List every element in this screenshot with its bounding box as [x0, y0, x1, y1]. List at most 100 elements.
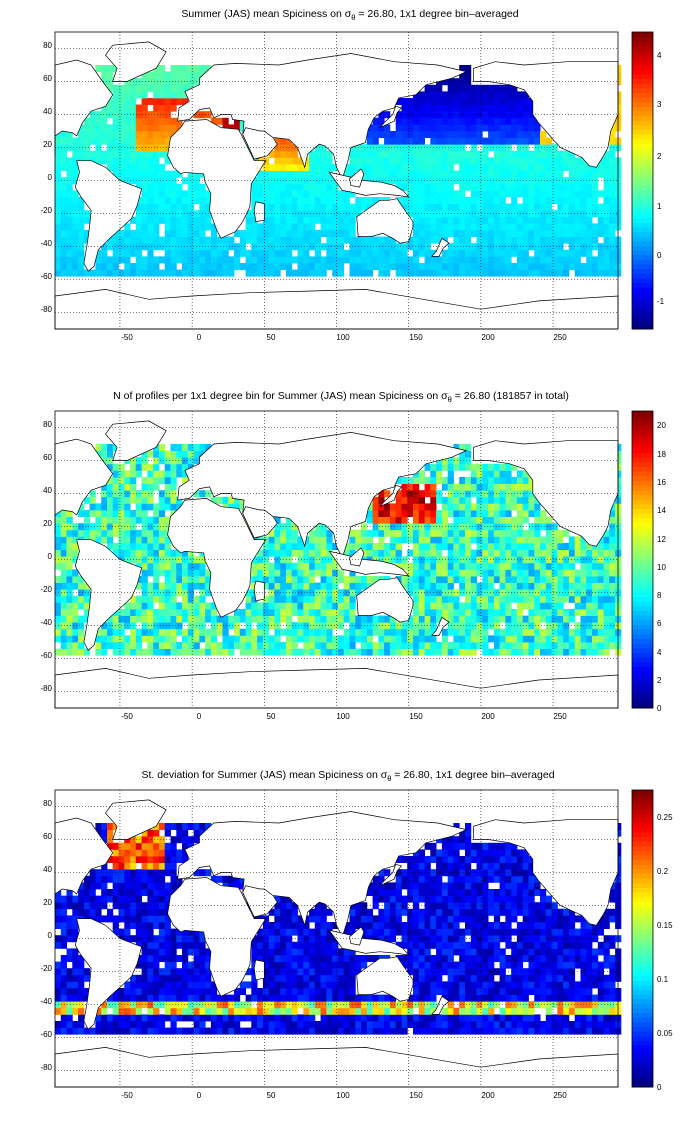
y-axis-count: 80 60 40 20 0 -20 -40 -60 -80: [40, 420, 52, 693]
continent-outline: [356, 577, 414, 623]
y-tick-label: -80: [40, 305, 52, 314]
continent-outline: [431, 995, 450, 1015]
map-area-mean: [54, 31, 622, 330]
y-tick-label: -60: [40, 1030, 52, 1039]
continent-outline: [242, 885, 278, 918]
x-tick-label: 100: [336, 1091, 350, 1100]
continent-outline: [105, 41, 167, 82]
y-tick-label: -20: [40, 964, 52, 973]
continent-outline: [253, 201, 265, 223]
panel-count: N of profiles per 1x1 degree bin for Sum…: [40, 390, 666, 721]
colorbar-std: 0 0.05 0.1 0.15 0.2 0.25: [631, 789, 673, 1092]
continent-outline: [379, 484, 403, 508]
continent-outline: [242, 506, 278, 539]
colorbar-gradient-std: [632, 790, 653, 1088]
colorbar-tick-label: 10: [657, 563, 666, 572]
colorbar-tick-label: 14: [657, 506, 666, 515]
map-area-count: [54, 410, 622, 709]
x-tick-label: 0: [197, 1091, 202, 1100]
x-tick-label: 50: [267, 333, 276, 342]
colorbar-tick-label: -1: [657, 297, 665, 306]
continent-outline: [105, 420, 167, 461]
colorbar-tick-label: 0: [657, 251, 662, 260]
y-tick-label: 40: [43, 865, 52, 874]
continent-outline: [356, 198, 414, 244]
colorbar-frame-count: [631, 410, 654, 709]
continent-outline: [54, 438, 114, 535]
panel-title-count: N of profiles per 1x1 degree bin for Sum…: [113, 390, 569, 404]
colorbar-mean: -1 0 1 2 3 4: [631, 31, 665, 330]
x-axis-mean: -50 0 50 100 150 200 250: [121, 333, 567, 342]
colorbar-tick-label: 0: [657, 1083, 662, 1092]
colorbar-tick-label: 8: [657, 591, 662, 600]
y-tick-label: 60: [43, 832, 52, 841]
x-axis-std: -50 0 50 100 150 200 250: [121, 1091, 567, 1100]
colorbar-tick-label: 0.15: [657, 921, 673, 930]
map-frame-mean: [54, 31, 619, 330]
gridlines-count: [55, 411, 618, 708]
colorbar-tick-label: 20: [657, 421, 666, 430]
colorbar-tick-label: 0.25: [657, 813, 673, 822]
colorbar-tick-label: 18: [657, 450, 666, 459]
x-tick-label: 150: [409, 1091, 423, 1100]
y-tick-label: -60: [40, 272, 52, 281]
colorbar-tick-label: 3: [657, 100, 662, 109]
x-tick-label: 0: [197, 333, 202, 342]
continent-outline: [431, 237, 450, 257]
colorbar-gradient-count: [632, 411, 653, 709]
x-tick-label: -50: [121, 333, 133, 342]
y-tick-label: 0: [48, 552, 53, 561]
colorbar-tick-label: 0: [657, 704, 662, 713]
colorbar-tick-label: 4: [657, 648, 662, 657]
continent-outline: [74, 160, 143, 272]
y-tick-label: 20: [43, 898, 52, 907]
x-tick-label: 250: [553, 333, 567, 342]
gridlines-mean: [55, 32, 618, 329]
y-tick-label: -20: [40, 585, 52, 594]
continent-outline: [253, 580, 265, 602]
y-tick-label: -80: [40, 684, 52, 693]
x-axis-count: -50 0 50 100 150 200 250: [121, 712, 567, 721]
x-tick-label: 100: [336, 712, 350, 721]
x-tick-label: 0: [197, 712, 202, 721]
colorbar-tick-label: 12: [657, 535, 666, 544]
x-tick-label: 200: [481, 712, 495, 721]
y-tick-label: 60: [43, 453, 52, 462]
x-tick-label: 50: [267, 712, 276, 721]
y-tick-label: 40: [43, 486, 52, 495]
x-tick-label: 50: [267, 1091, 276, 1100]
y-axis-mean: 80 60 40 20 0 -20 -40 -60 -80: [40, 41, 52, 314]
y-tick-label: -20: [40, 206, 52, 215]
x-tick-label: 250: [553, 1091, 567, 1100]
x-tick-label: 100: [336, 333, 350, 342]
colorbar-tick-label: 0.1: [657, 975, 669, 984]
x-tick-label: 200: [481, 333, 495, 342]
field-mean: [55, 65, 622, 277]
colorbar-tick-label: 4: [657, 51, 662, 60]
map-frame-count: [54, 410, 619, 709]
gridlines-std: [55, 790, 618, 1087]
panel-mean: Summer (JAS) mean Spiciness on σθ = 26.8…: [40, 8, 664, 342]
y-tick-label: -40: [40, 239, 52, 248]
colorbar-frame-std: [631, 789, 654, 1088]
y-tick-label: 20: [43, 140, 52, 149]
continent-outline: [105, 799, 167, 840]
continent-outline: [379, 105, 403, 129]
continent-outline: [473, 61, 619, 168]
continent-outline: [473, 819, 619, 926]
panel-title-mean: Summer (JAS) mean Spiciness on σθ = 26.8…: [181, 8, 518, 22]
colorbar-tick-label: 2: [657, 676, 662, 685]
y-tick-label: 80: [43, 799, 52, 808]
y-axis-std: 80 60 40 20 0 -20 -40 -60 -80: [40, 799, 52, 1072]
colorbar-frame-mean: [631, 31, 654, 330]
y-tick-label: -80: [40, 1063, 52, 1072]
map-frame-std: [54, 789, 619, 1088]
colorbar-tick-label: 0.2: [657, 867, 669, 876]
map-area-std: [54, 789, 622, 1088]
colorbar-tick-label: 2: [657, 152, 662, 161]
x-tick-label: 150: [409, 712, 423, 721]
colorbar-tick-label: 6: [657, 619, 662, 628]
continent-outline: [54, 817, 114, 914]
y-tick-label: 40: [43, 107, 52, 116]
